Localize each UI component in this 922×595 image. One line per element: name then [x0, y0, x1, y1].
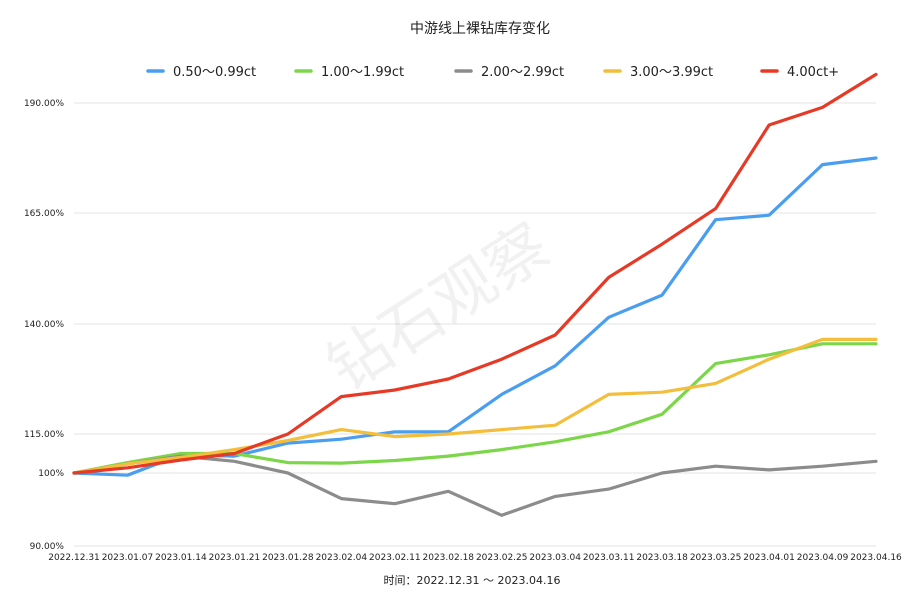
- watermark: 钻石观察: [314, 209, 562, 405]
- x-tick-label: 2023.02.18: [423, 553, 475, 563]
- series-line: [72, 337, 878, 475]
- y-tick-label: 90.00%: [30, 542, 65, 552]
- x-tick-label: 2023.02.04: [316, 553, 368, 563]
- series-line: [72, 72, 878, 475]
- y-tick-label: 165.00%: [24, 209, 64, 219]
- legend-label: 3.00～3.99ct: [630, 65, 713, 80]
- x-tick-label: 2023.02.25: [476, 553, 528, 563]
- legend: 0.50～0.99ct 1.00～1.99ct 2.00～2.99ct 3.00～3.…: [146, 65, 839, 80]
- x-tick-label: 2023.04.01: [743, 553, 795, 563]
- x-tick-label: 2023.04.16: [850, 553, 902, 563]
- x-tick-label: 2023.01.28: [262, 553, 314, 563]
- x-tick-label: 2023.02.11: [369, 553, 421, 563]
- y-tick-label: 100%: [38, 469, 64, 479]
- series-line: [72, 454, 878, 517]
- x-tick-label: 2023.01.14: [155, 553, 207, 563]
- y-axis-ticks: 90.00% 100% 115.00% 140.00% 165.00% 190.00%: [24, 99, 64, 552]
- x-tick-label: 2023.03.18: [636, 553, 688, 563]
- x-tick-label: 2023.03.11: [583, 553, 635, 563]
- legend-label: 2.00～2.99ct: [481, 65, 564, 80]
- x-tick-label: 2023.03.04: [529, 553, 581, 563]
- legend-label: 4.00ct+: [787, 65, 839, 80]
- y-tick-label: 115.00%: [24, 430, 64, 440]
- legend-label: 1.00～1.99ct: [321, 65, 404, 80]
- series-group: [72, 72, 878, 517]
- legend-label: 0.50～0.99ct: [173, 65, 256, 80]
- x-tick-label: 2023.03.25: [690, 553, 742, 563]
- grid: [74, 102, 876, 547]
- x-tick-label: 2023.04.09: [797, 553, 849, 563]
- chart-title: 中游线上裸钻库存变化: [410, 21, 550, 37]
- x-axis-ticks: 2022.12.31 2023.01.07 2023.01.14 2023.01.21…: [48, 553, 902, 563]
- y-tick-label: 140.00%: [24, 320, 64, 330]
- series-line: [72, 342, 878, 475]
- x-tick-label: 2023.01.21: [209, 553, 261, 563]
- y-tick-label: 190.00%: [24, 99, 64, 109]
- x-axis-label: 时间：2022.12.31 ～ 2023.04.16: [384, 574, 561, 587]
- x-tick-label: 2022.12.31: [48, 553, 100, 563]
- x-tick-label: 2023.01.07: [102, 553, 154, 563]
